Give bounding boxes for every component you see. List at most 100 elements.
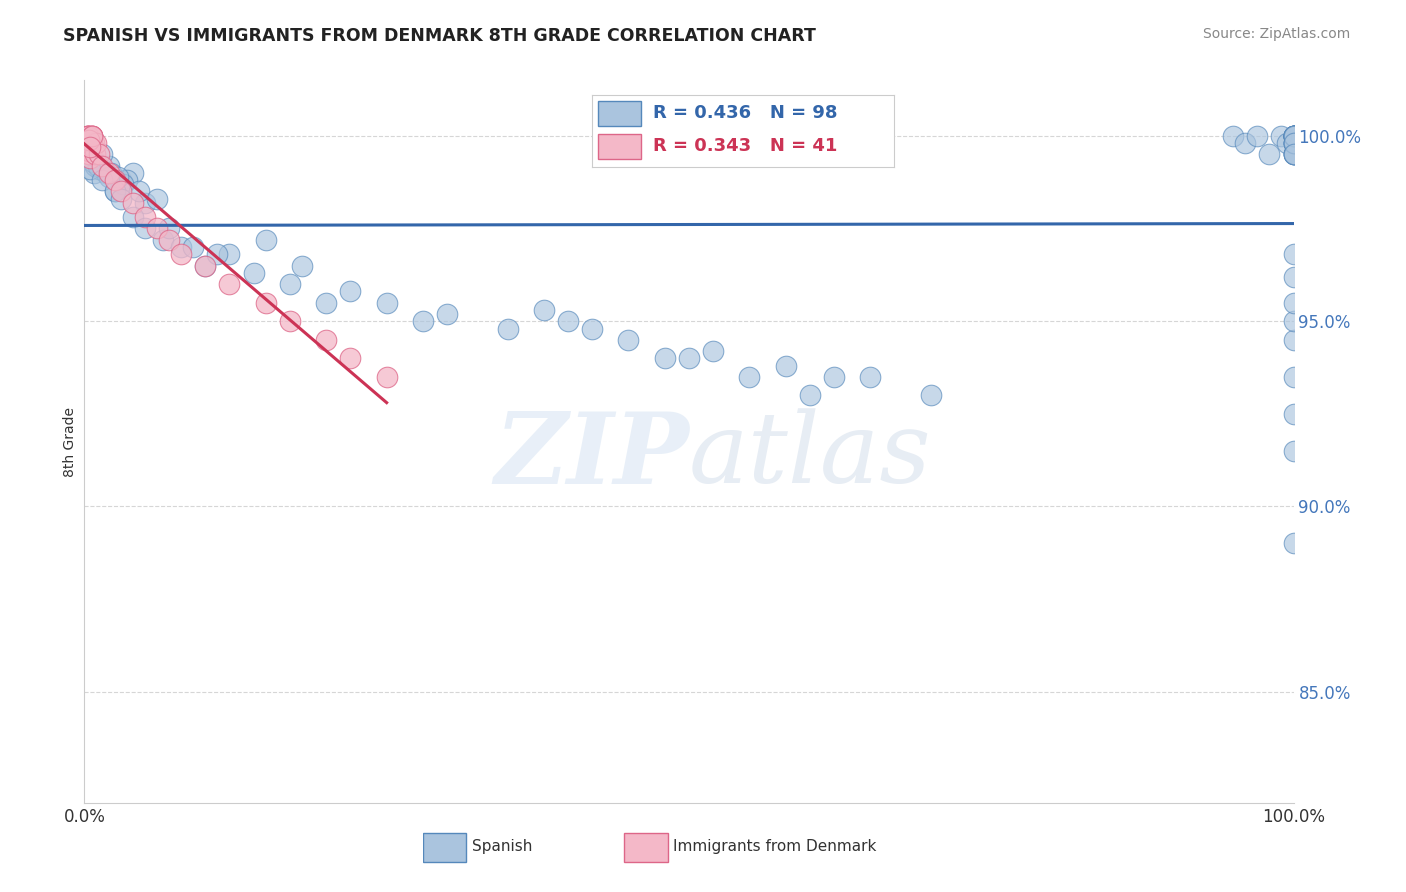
- Point: [1282, 407, 1305, 421]
- Point: [112, 177, 135, 191]
- Point: [823, 369, 845, 384]
- Point: [1282, 147, 1305, 161]
- Text: SPANISH VS IMMIGRANTS FROM DENMARK 8TH GRADE CORRELATION CHART: SPANISH VS IMMIGRANTS FROM DENMARK 8TH G…: [63, 27, 815, 45]
- Point: [194, 259, 217, 273]
- Point: [80, 128, 103, 143]
- Point: [702, 343, 724, 358]
- Point: [79, 136, 101, 151]
- Text: ZIP: ZIP: [494, 408, 689, 504]
- Point: [104, 185, 127, 199]
- Point: [79, 136, 101, 151]
- Point: [77, 147, 100, 161]
- Point: [77, 136, 100, 151]
- Point: [77, 132, 100, 146]
- Point: [84, 147, 107, 161]
- Point: [77, 144, 100, 158]
- Point: [157, 233, 180, 247]
- Point: [207, 247, 229, 261]
- Point: [315, 295, 337, 310]
- Text: atlas: atlas: [689, 409, 932, 504]
- Point: [1282, 247, 1305, 261]
- Point: [194, 259, 217, 273]
- Point: [1282, 128, 1305, 143]
- Point: [170, 240, 193, 254]
- Point: [1282, 128, 1305, 143]
- Point: [77, 128, 100, 143]
- Point: [94, 166, 117, 180]
- Point: [77, 147, 100, 161]
- Point: [86, 136, 108, 151]
- Point: [77, 128, 100, 143]
- Point: [82, 140, 104, 154]
- Point: [557, 314, 579, 328]
- Point: [79, 144, 101, 158]
- Point: [110, 185, 132, 199]
- Point: [80, 128, 103, 143]
- Point: [107, 169, 129, 184]
- Point: [110, 192, 132, 206]
- Point: [412, 314, 434, 328]
- Point: [97, 166, 120, 180]
- Point: [152, 233, 174, 247]
- Point: [91, 147, 114, 161]
- Point: [775, 359, 797, 373]
- Point: [134, 211, 156, 225]
- Point: [1282, 136, 1305, 151]
- Point: [134, 221, 156, 235]
- Point: [375, 369, 398, 384]
- Point: [1282, 136, 1305, 151]
- Point: [83, 166, 105, 180]
- Point: [134, 195, 156, 210]
- Point: [738, 369, 761, 384]
- Point: [97, 169, 120, 184]
- Point: [77, 128, 100, 143]
- Point: [76, 128, 98, 143]
- Point: [254, 295, 277, 310]
- Point: [654, 351, 676, 366]
- Point: [82, 154, 104, 169]
- Point: [77, 147, 100, 161]
- Point: [1282, 136, 1305, 151]
- Point: [104, 173, 127, 187]
- Point: [97, 159, 120, 173]
- Point: [339, 285, 361, 299]
- Point: [79, 140, 101, 154]
- Point: [1282, 536, 1305, 550]
- Point: [859, 369, 882, 384]
- Point: [146, 192, 169, 206]
- Point: [79, 136, 101, 151]
- Point: [181, 240, 204, 254]
- Point: [80, 128, 103, 143]
- Point: [1282, 128, 1305, 143]
- Point: [77, 144, 100, 158]
- Point: [1282, 333, 1305, 347]
- Point: [1282, 147, 1305, 161]
- Point: [121, 211, 143, 225]
- Point: [1282, 314, 1305, 328]
- Point: [104, 185, 127, 199]
- Point: [84, 159, 107, 173]
- Point: [80, 151, 103, 165]
- Point: [1282, 269, 1305, 284]
- Point: [79, 162, 101, 177]
- Point: [678, 351, 700, 366]
- Point: [278, 314, 301, 328]
- Point: [86, 159, 108, 173]
- Point: [1282, 128, 1305, 143]
- Text: Source: ZipAtlas.com: Source: ZipAtlas.com: [1202, 27, 1350, 41]
- Point: [1234, 136, 1257, 151]
- Point: [87, 147, 110, 161]
- Point: [1258, 147, 1281, 161]
- Point: [1282, 128, 1305, 143]
- Point: [1282, 369, 1305, 384]
- Point: [375, 295, 398, 310]
- Point: [315, 333, 337, 347]
- Point: [339, 351, 361, 366]
- Point: [1246, 128, 1268, 143]
- Point: [115, 173, 138, 187]
- Point: [1282, 128, 1305, 143]
- Point: [77, 128, 100, 143]
- Point: [157, 221, 180, 235]
- Point: [1282, 136, 1305, 151]
- Point: [121, 195, 143, 210]
